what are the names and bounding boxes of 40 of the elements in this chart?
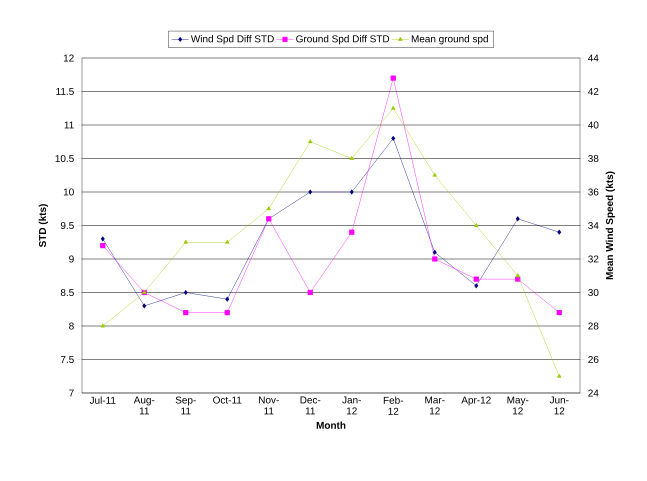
y-tick-label: 7	[69, 390, 74, 396]
y2-tick-label: 32	[588, 255, 598, 263]
x-tick-label: Jun-12	[550, 396, 568, 414]
x-tick-label: Aug-11	[134, 396, 154, 414]
y2-tick-label: 24	[588, 390, 599, 396]
x-tick-label: Sep-11	[176, 396, 196, 414]
x-tick-label: Dec-11	[300, 396, 320, 414]
legend-label: Wind Spd Diff STD	[190, 35, 274, 44]
x-tick-label: Mar-12	[425, 396, 445, 414]
x-tick-label: Feb-12	[384, 396, 404, 415]
y2-tick-label: 26	[588, 356, 598, 364]
y-tick-label: 11.5	[56, 88, 74, 95]
y-tick-label: 7.5	[60, 356, 74, 363]
y2-tick-label: 38	[588, 154, 598, 162]
legend-label: Mean ground spd	[412, 35, 488, 44]
x-tick-label: May-12	[508, 396, 528, 414]
y-tick-label: 8	[69, 322, 74, 330]
y2-tick-label: 36	[588, 188, 598, 196]
y2-tick-label: 42	[588, 88, 598, 95]
y-axis-title: STD (kts)	[38, 204, 48, 248]
y-tick-label: 10.5	[56, 154, 74, 162]
y-tick-label: 10	[64, 188, 74, 196]
y2-tick-label: 28	[588, 322, 598, 330]
y-tick-label: 12	[64, 54, 74, 62]
y-tick-label: 8.5	[60, 288, 74, 296]
x-axis-title: Month	[316, 422, 346, 429]
x-tick-label: Jan-12	[342, 396, 361, 414]
y2-tick-label: 40	[588, 121, 598, 129]
x-tick-label: Nov-11	[259, 396, 279, 414]
y-tick-label: 11	[64, 122, 74, 128]
y2-tick-label: 44	[588, 54, 599, 62]
legend-label: Ground Spd Diff STD	[296, 35, 390, 44]
x-tick-label: Oct-11	[213, 396, 242, 404]
x-tick-label: Jul-11	[90, 396, 116, 404]
y-tick-label: 9.5	[60, 222, 74, 230]
y2-tick-label: 34	[588, 222, 599, 230]
y2-tick-label: 30	[588, 288, 598, 296]
y2-axis-title: Mean Wind Speed (kts)	[606, 172, 615, 280]
x-tick-label: Apr-12	[461, 396, 491, 406]
y-tick-label: 9	[69, 255, 74, 263]
